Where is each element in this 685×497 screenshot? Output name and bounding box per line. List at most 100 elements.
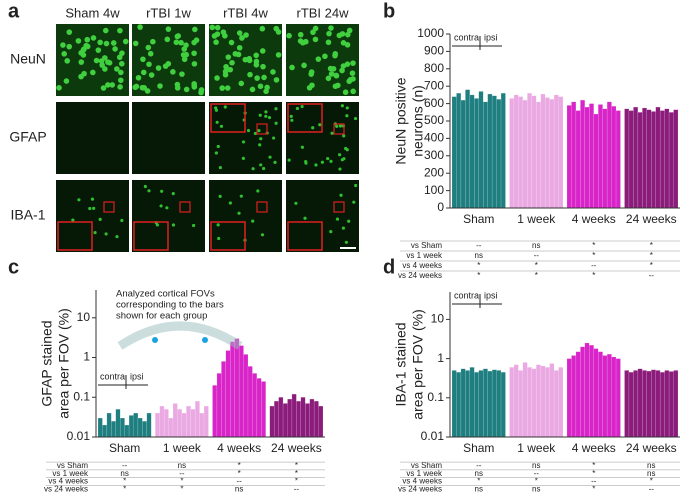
x-tick-label: 24 weeks	[626, 212, 677, 226]
stat-cell: ns	[532, 461, 540, 470]
cell	[340, 158, 344, 162]
stat-cell: *	[592, 251, 595, 260]
bar	[146, 412, 152, 438]
cell	[118, 77, 124, 84]
bar	[566, 105, 572, 209]
cell	[289, 64, 295, 71]
cell	[340, 104, 344, 108]
bar	[496, 370, 502, 438]
bar	[624, 108, 630, 209]
cell	[132, 40, 139, 47]
bar	[190, 409, 196, 438]
cell	[228, 39, 235, 46]
stat-cell: ns	[475, 469, 483, 478]
y-tick-label: 1	[83, 350, 90, 364]
x-tick-label: 4 weeks	[217, 441, 261, 455]
fov-marker	[202, 337, 208, 343]
cell	[273, 77, 280, 83]
cell	[147, 189, 151, 193]
cell	[165, 26, 172, 32]
bar	[540, 365, 546, 438]
stat-cell: ns	[475, 485, 483, 494]
zoom-box	[287, 103, 323, 133]
panel-label: b	[383, 0, 395, 22]
cell	[83, 42, 89, 49]
bar	[456, 371, 462, 438]
stat-cell: *	[650, 251, 653, 260]
bar	[522, 99, 528, 209]
column-header: rTBI 4w	[223, 5, 268, 20]
cell	[216, 144, 220, 149]
bar	[465, 370, 471, 438]
cell	[66, 43, 73, 50]
cell	[118, 60, 125, 67]
cell	[340, 40, 347, 46]
bar	[469, 94, 475, 209]
cell	[198, 89, 204, 96]
cell	[219, 124, 224, 128]
cell	[219, 85, 226, 91]
cell	[342, 134, 346, 138]
bar	[544, 367, 550, 438]
cell	[258, 113, 262, 117]
stat-row-label: vs Sham	[411, 461, 442, 470]
cell	[222, 68, 229, 75]
cell	[173, 39, 180, 46]
cell	[290, 118, 294, 122]
cell	[214, 24, 221, 31]
x-tick-label: 1 week	[163, 441, 202, 455]
bar	[313, 400, 319, 438]
cell	[304, 161, 308, 165]
cell	[148, 72, 155, 78]
cell	[329, 229, 333, 234]
y-axis-label: IBA-1 stained	[393, 322, 409, 406]
cell	[227, 66, 234, 73]
stat-cell: --	[534, 251, 540, 260]
cell	[241, 140, 246, 144]
cell	[193, 37, 200, 43]
cell	[175, 33, 182, 39]
bar	[606, 101, 612, 209]
cell	[109, 82, 116, 88]
bar	[119, 417, 125, 438]
x-tick-label: 4 weeks	[572, 212, 616, 226]
cell	[326, 30, 332, 37]
bar	[651, 111, 656, 209]
cell	[78, 59, 85, 65]
cell	[347, 219, 351, 223]
cell	[114, 66, 120, 72]
cell	[225, 54, 232, 60]
cell	[344, 31, 351, 38]
y-axis-label: area per FOV (%)	[56, 308, 72, 418]
y-tick-label: 100	[424, 183, 444, 197]
cell	[140, 56, 146, 63]
panel-label: c	[8, 256, 19, 278]
bar	[300, 397, 306, 438]
bar	[659, 371, 665, 438]
y-axis-label: GFAP stained	[39, 320, 55, 406]
cell	[328, 71, 335, 77]
stat-row-label: vs 4 weeks	[48, 477, 88, 486]
cell	[287, 158, 291, 162]
cell	[228, 201, 232, 205]
cell	[239, 35, 245, 41]
cell	[218, 166, 222, 170]
panel-label: a	[8, 0, 20, 22]
cell	[289, 114, 293, 118]
cell	[157, 83, 163, 89]
stat-cell: *	[650, 241, 653, 250]
stat-cell: *	[535, 261, 538, 270]
bar	[589, 103, 594, 209]
cell	[143, 184, 147, 189]
cell	[251, 167, 255, 171]
cell	[84, 36, 91, 43]
bar	[318, 405, 324, 438]
zoom-box	[210, 103, 246, 133]
cell	[81, 70, 87, 77]
cell	[257, 129, 261, 133]
cell	[260, 63, 266, 70]
cell	[268, 155, 272, 159]
bar	[287, 398, 293, 438]
cell	[329, 159, 333, 163]
cell	[300, 104, 304, 109]
